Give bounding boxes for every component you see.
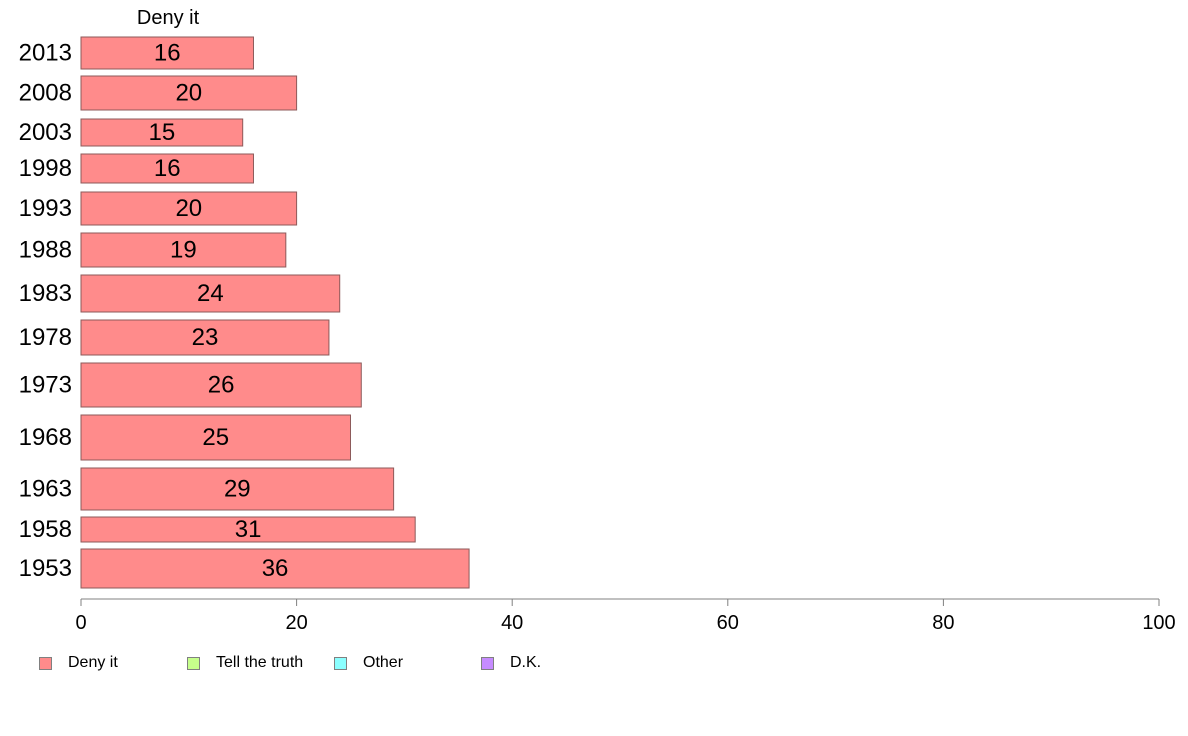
category-label: 1983 bbox=[19, 280, 72, 307]
bar-chart: 16 2013 20 2008 15 2003 16 1998 20 1993 19 1988 24 19… bbox=[19, 36, 1176, 634]
bar bbox=[80, 191, 298, 226]
bar bbox=[80, 319, 330, 356]
category-label: 1993 bbox=[19, 195, 72, 222]
category-label: 1988 bbox=[19, 237, 72, 264]
bar bbox=[80, 362, 362, 408]
bar bbox=[80, 153, 254, 184]
bar bbox=[80, 118, 244, 147]
legend-item-deny-it: Deny it bbox=[39, 652, 118, 674]
bar bbox=[80, 232, 287, 268]
data-label: 26 bbox=[208, 372, 235, 399]
legend-item-other: Other bbox=[334, 652, 403, 674]
category-label: 2013 bbox=[19, 40, 72, 67]
x-tick-label: 60 bbox=[717, 612, 739, 634]
data-label: 19 bbox=[170, 237, 197, 264]
data-label: 20 bbox=[175, 80, 202, 107]
bar bbox=[80, 36, 254, 70]
legend-swatch-tell-the-truth bbox=[187, 656, 200, 670]
data-label: 16 bbox=[154, 155, 181, 182]
data-label: 29 bbox=[224, 476, 251, 503]
bar bbox=[80, 548, 470, 589]
bar bbox=[80, 516, 416, 543]
legend-label: Deny it bbox=[68, 654, 118, 671]
data-label: 23 bbox=[192, 324, 219, 351]
category-label: 1978 bbox=[19, 324, 72, 351]
data-label: 31 bbox=[235, 516, 262, 543]
data-label: 24 bbox=[197, 280, 224, 307]
category-label: 1953 bbox=[19, 555, 72, 582]
data-label: 36 bbox=[262, 555, 289, 582]
category-label: 1963 bbox=[19, 476, 72, 503]
legend-swatch-dk bbox=[481, 656, 494, 670]
legend-swatch-deny-it bbox=[39, 656, 52, 670]
category-label: 2003 bbox=[19, 119, 72, 146]
legend-swatch-other bbox=[334, 656, 347, 670]
data-label: 25 bbox=[202, 424, 229, 451]
legend-label: Tell the truth bbox=[216, 654, 304, 671]
bar bbox=[80, 414, 351, 461]
bar bbox=[80, 75, 298, 111]
category-label: 1968 bbox=[19, 424, 72, 451]
bar bbox=[80, 467, 395, 511]
data-label: 16 bbox=[154, 40, 181, 67]
x-tick-label: 40 bbox=[501, 612, 523, 634]
legend-label: D.K. bbox=[510, 654, 542, 671]
x-tick-label: 100 bbox=[1142, 612, 1175, 634]
legend: Deny it Tell the truth Other D.K. bbox=[0, 652, 1188, 676]
series-title: Deny it bbox=[136, 7, 200, 29]
data-label: 15 bbox=[148, 119, 175, 146]
x-tick-label: 20 bbox=[285, 612, 307, 634]
category-label: 2008 bbox=[19, 80, 72, 107]
bar bbox=[80, 274, 341, 313]
category-label: 1958 bbox=[19, 516, 72, 543]
category-label: 1973 bbox=[19, 372, 72, 399]
x-tick-label: 80 bbox=[932, 612, 954, 634]
x-tick-label: 0 bbox=[75, 612, 86, 634]
data-label: 20 bbox=[175, 195, 202, 222]
legend-item-dk: D.K. bbox=[481, 652, 541, 674]
legend-item-tell-the-truth: Tell the truth bbox=[187, 652, 303, 674]
legend-label: Other bbox=[363, 654, 404, 671]
category-label: 1998 bbox=[19, 155, 72, 182]
